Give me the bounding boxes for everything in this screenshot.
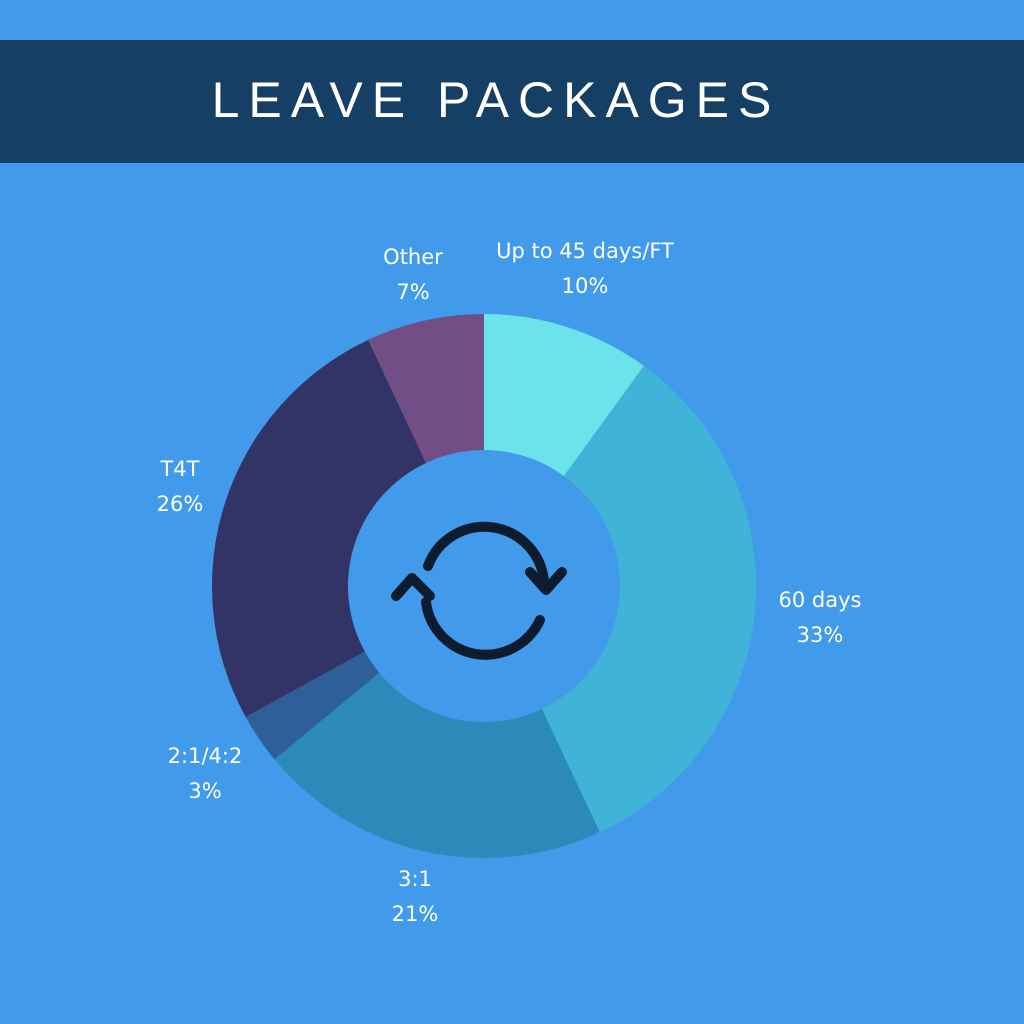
donut <box>212 314 756 858</box>
slice-value-label: 10% <box>562 274 609 298</box>
chart-title: LEAVE PACKAGES <box>212 72 781 128</box>
slice-label: 3:1 <box>398 867 432 891</box>
donut-slice <box>541 365 756 833</box>
title-bar <box>0 40 1024 163</box>
slice-value-label: 7% <box>396 280 429 304</box>
icon-arrow <box>391 573 435 601</box>
icon-arrow <box>525 567 567 595</box>
slice-value-label: 33% <box>797 623 844 647</box>
slice-value-label: 3% <box>188 779 221 803</box>
slice-label: Up to 45 days/FT <box>496 239 674 263</box>
icon-arc <box>423 521 549 586</box>
donut-slice <box>484 314 644 476</box>
donut-slice <box>368 314 484 463</box>
slice-value-label: 21% <box>392 902 439 926</box>
slice-label: 2:1/4:2 <box>168 744 243 768</box>
icon-arc <box>421 597 545 660</box>
slice-value-label: 26% <box>157 492 204 516</box>
donut-slice <box>212 339 427 718</box>
refresh-icon <box>391 521 567 660</box>
slice-label: Other <box>383 245 443 269</box>
donut-slice <box>274 672 600 858</box>
slice-label: T4T <box>159 457 199 481</box>
donut-slice <box>245 651 380 760</box>
slice-label: 60 days <box>779 588 862 612</box>
